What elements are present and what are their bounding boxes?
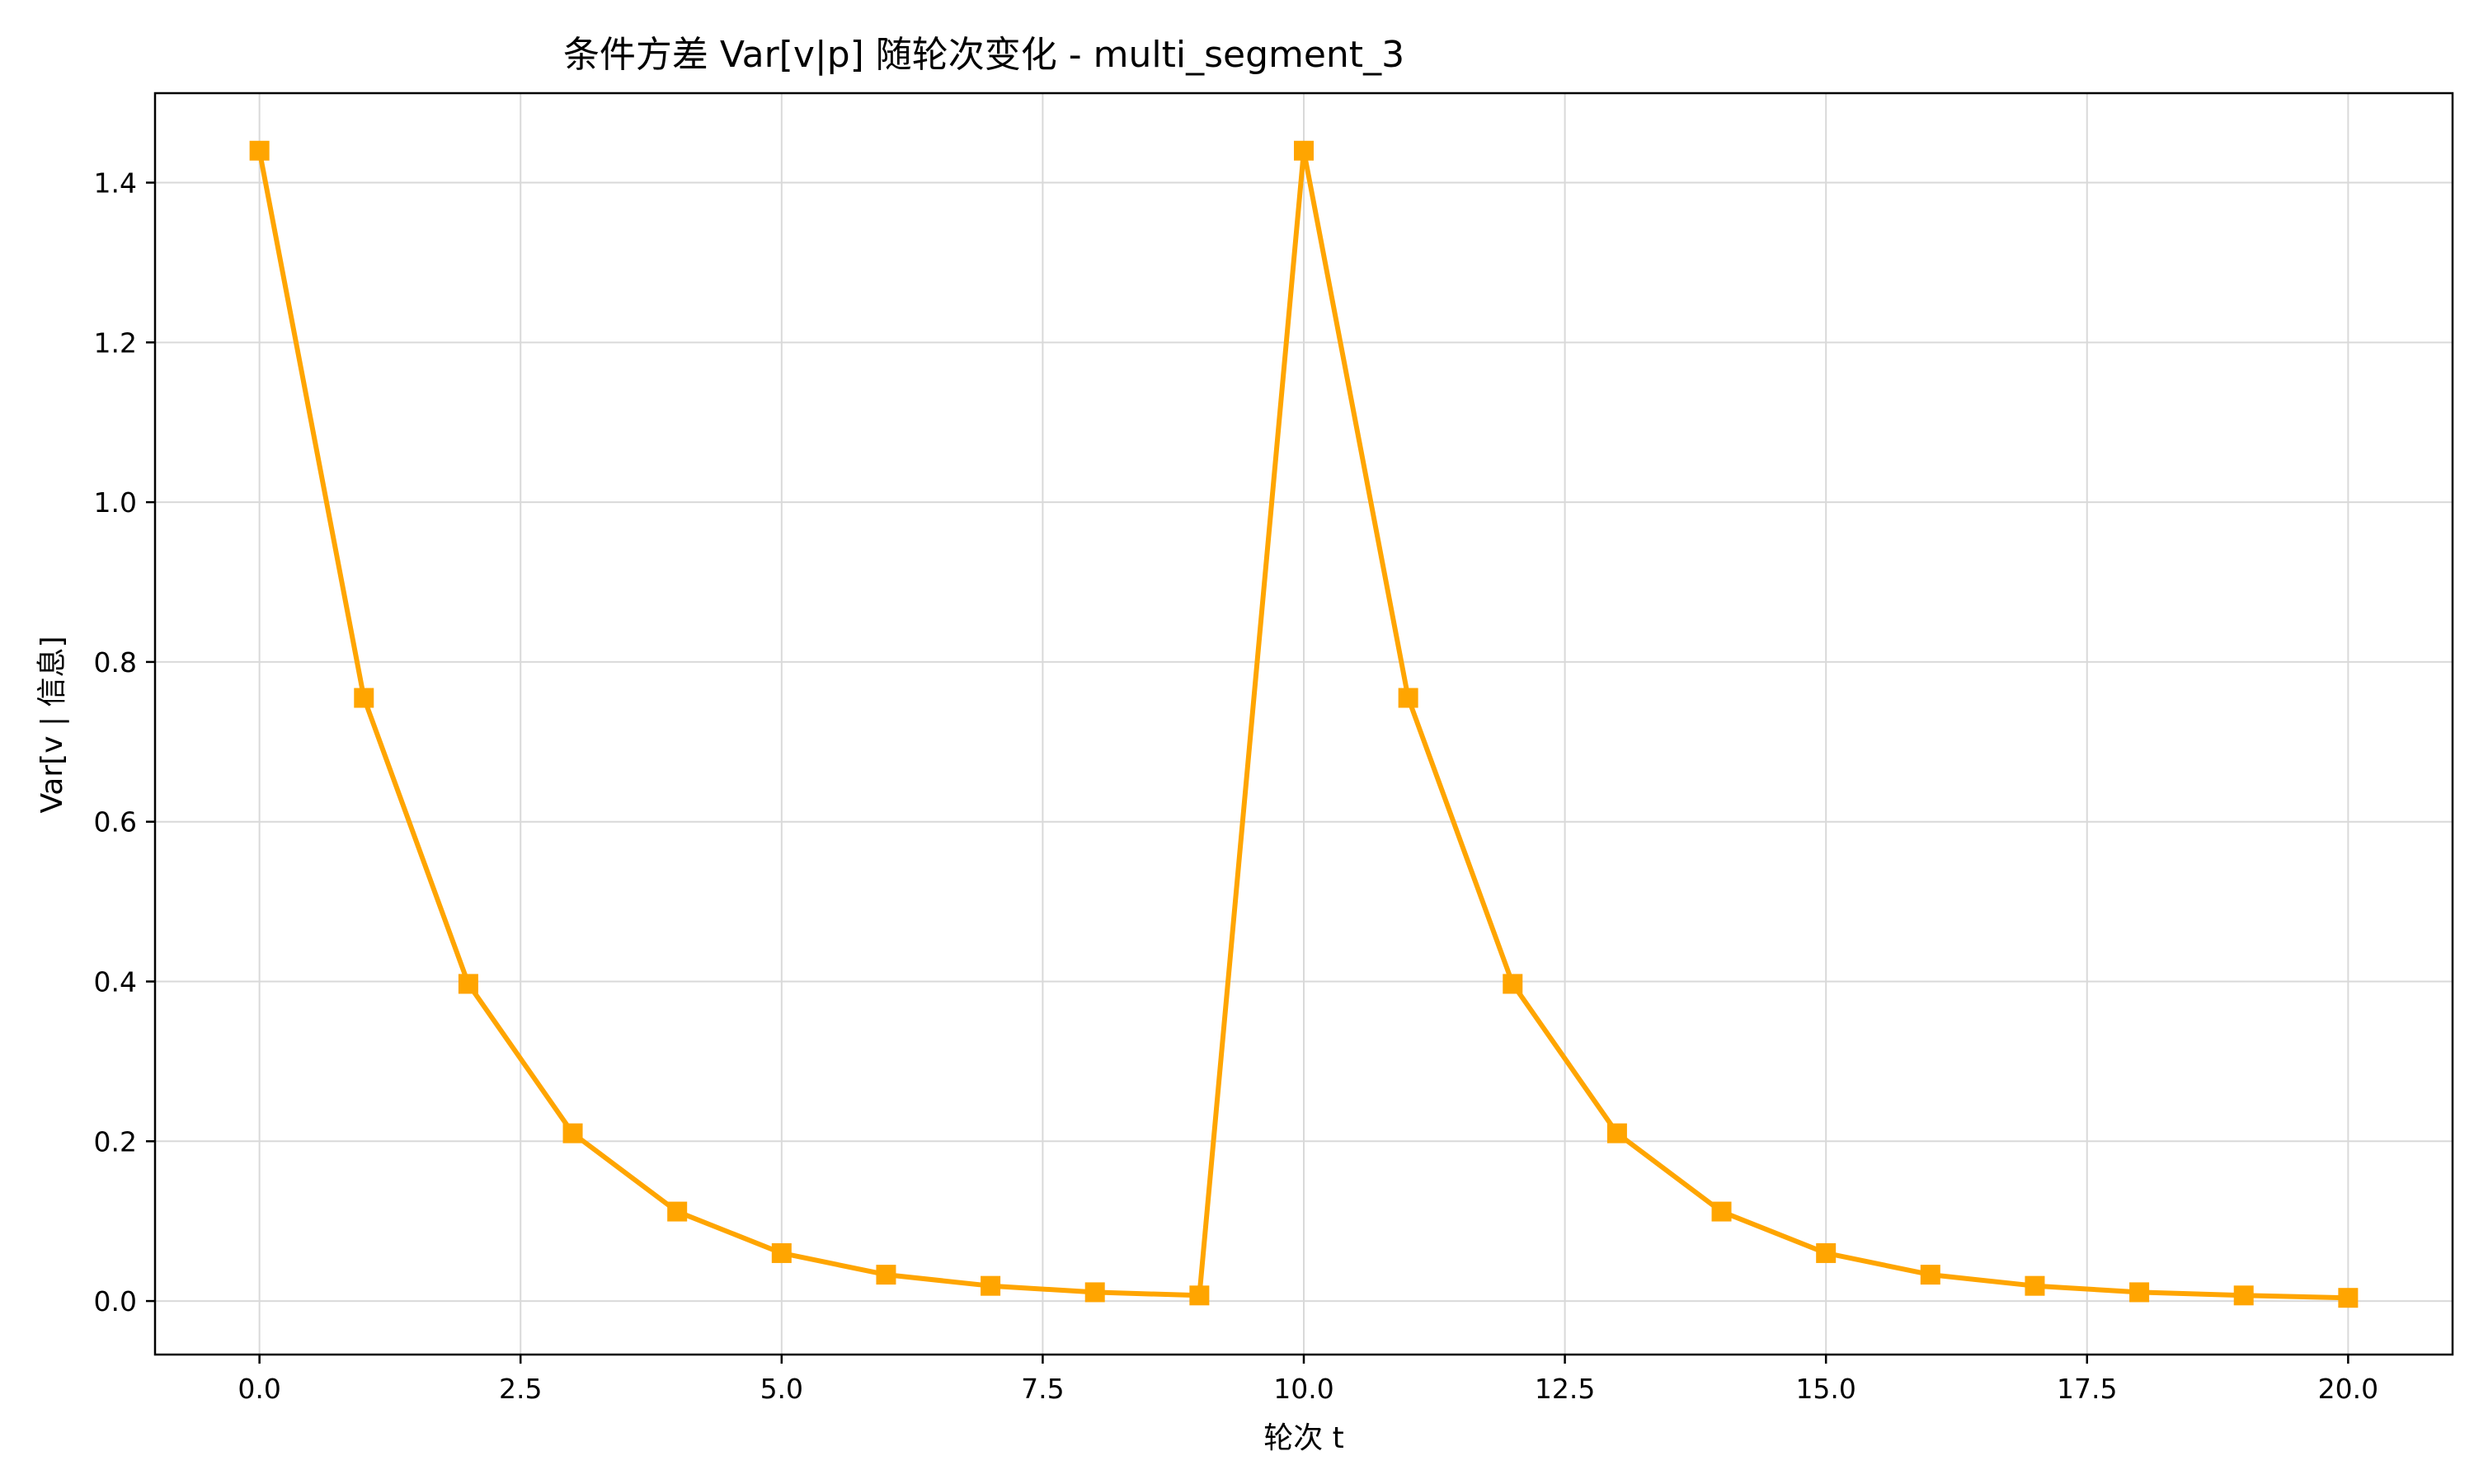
- x-tick-label: 15.0: [1795, 1373, 1856, 1405]
- data-point-marker: [2025, 1275, 2045, 1296]
- y-tick-label: 0.0: [94, 1285, 137, 1317]
- y-tick-label: 0.4: [94, 965, 137, 998]
- data-series: [249, 140, 2359, 1308]
- y-tick-label: 1.2: [94, 326, 137, 359]
- y-tick-label: 0.2: [94, 1125, 137, 1158]
- data-point-marker: [562, 1123, 583, 1144]
- x-tick-label: 10.0: [1273, 1373, 1333, 1405]
- data-point-marker: [1189, 1285, 1210, 1306]
- data-point-marker: [1503, 974, 1523, 994]
- x-tick-label: 12.5: [1535, 1373, 1595, 1405]
- data-point-marker: [1294, 140, 1314, 161]
- chart-title: 条件方差 Var[v|p] 随轮次变化 - multi_segment_3: [563, 34, 1404, 76]
- data-point-marker: [2338, 1288, 2359, 1308]
- x-axis-label: 轮次 t: [1263, 1421, 1344, 1455]
- x-tick-label: 5.0: [760, 1373, 803, 1405]
- data-point-marker: [1816, 1242, 1837, 1263]
- grid-lines: [155, 93, 2453, 1355]
- x-tick-label: 17.5: [2057, 1373, 2117, 1405]
- data-point-marker: [1398, 688, 1418, 708]
- data-point-marker: [1606, 1123, 1627, 1144]
- y-tick-label: 1.4: [94, 167, 137, 200]
- data-point-marker: [249, 140, 270, 161]
- data-point-marker: [354, 688, 374, 708]
- y-tick-label: 0.6: [94, 806, 137, 838]
- x-tick-label: 7.5: [1021, 1373, 1064, 1405]
- axes: 0.0 2.5 5.0 7.5 10.0 12.5 15.0 17.5 20.0 0.0 0.2 0.…: [94, 92, 2454, 1405]
- y-tick-label: 1.0: [94, 486, 137, 519]
- x-tick-label: 0.0: [238, 1373, 280, 1405]
- data-point-marker: [458, 974, 478, 994]
- data-point-marker: [771, 1242, 792, 1263]
- x-tick-label: 2.5: [499, 1373, 542, 1405]
- data-point-marker: [2129, 1282, 2150, 1303]
- data-point-marker: [1920, 1265, 1940, 1285]
- data-point-marker: [667, 1201, 688, 1222]
- y-axis-label: Var[v | 信息]: [35, 636, 69, 813]
- data-point-marker: [876, 1265, 896, 1285]
- data-point-marker: [1711, 1201, 1732, 1222]
- data-point-marker: [2233, 1285, 2254, 1306]
- data-point-marker: [981, 1275, 1001, 1296]
- y-tick-label: 0.8: [94, 646, 137, 679]
- x-tick-label: 20.0: [2318, 1373, 2378, 1405]
- data-point-marker: [1084, 1282, 1105, 1303]
